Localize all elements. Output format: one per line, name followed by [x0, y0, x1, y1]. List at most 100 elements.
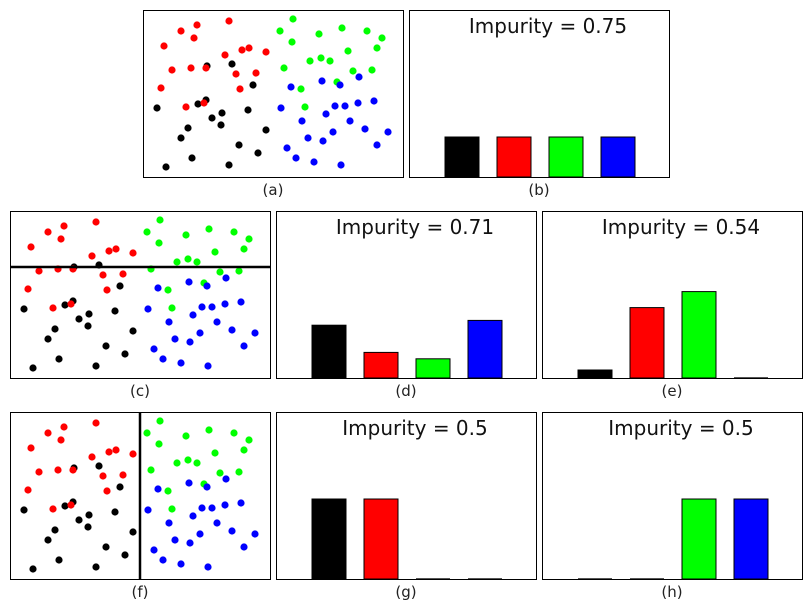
- impurity-label: Impurity = 0.54: [602, 215, 760, 239]
- blue-point: [208, 504, 216, 512]
- blue-point: [354, 99, 362, 107]
- red-point: [129, 249, 137, 257]
- black-point: [111, 508, 119, 516]
- red-point: [88, 453, 96, 461]
- blue-point: [283, 144, 291, 152]
- green-point: [230, 228, 238, 236]
- black-point: [51, 526, 59, 534]
- red-point: [168, 66, 176, 74]
- scatter-frame-c: [10, 211, 271, 379]
- black-point: [225, 161, 233, 169]
- black-point: [228, 60, 236, 68]
- red-point: [49, 505, 57, 513]
- blue-point: [384, 128, 392, 136]
- blue-point: [185, 278, 193, 286]
- bar-chart-g: Impurity = 0.5: [276, 412, 537, 580]
- blue-point: [319, 137, 327, 145]
- red-point: [182, 103, 190, 111]
- blue-point: [154, 284, 162, 292]
- red-point: [202, 64, 210, 72]
- red-point: [60, 222, 68, 230]
- blue-point: [196, 530, 204, 538]
- red-point: [119, 471, 127, 479]
- black-point: [218, 109, 226, 117]
- caption-f: (f): [131, 583, 149, 601]
- red-bar: [363, 351, 399, 379]
- scatter-panel-f: [10, 412, 271, 580]
- green-point: [143, 429, 151, 437]
- black-point: [235, 141, 243, 149]
- red-point: [27, 444, 35, 452]
- impurity-label: Impurity = 0.5: [342, 416, 488, 440]
- green-point: [168, 304, 176, 312]
- green-point: [155, 239, 163, 247]
- green-point: [173, 258, 181, 266]
- green-point: [211, 248, 219, 256]
- red-point: [88, 252, 96, 260]
- blue-point: [322, 110, 330, 118]
- black-point: [244, 106, 252, 114]
- green-point: [280, 64, 288, 72]
- red-point: [245, 44, 253, 52]
- bar-chart-e: Impurity = 0.54: [542, 211, 803, 379]
- red-point: [35, 468, 43, 476]
- green-point: [164, 487, 172, 495]
- black-point: [55, 556, 63, 564]
- red-point: [35, 267, 43, 275]
- bar-panel-h: Impurity = 0.5: [542, 412, 803, 580]
- red-point: [221, 51, 229, 59]
- scatter-plot-a: [143, 10, 404, 178]
- red-point: [99, 472, 107, 480]
- black-point: [51, 325, 59, 333]
- red-point: [103, 286, 111, 294]
- bar-chart-b: Impurity = 0.75: [409, 10, 670, 178]
- black-point: [194, 100, 202, 108]
- green-point: [301, 103, 309, 111]
- red-point: [200, 99, 208, 107]
- black-point: [29, 565, 37, 573]
- blue-point: [361, 125, 369, 133]
- green-point: [184, 255, 192, 263]
- caption-d: (d): [395, 382, 417, 400]
- black-point: [84, 523, 92, 531]
- caption-h: (h): [661, 583, 683, 601]
- green-point: [276, 27, 284, 35]
- red-point: [187, 64, 195, 72]
- caption-c: (c): [130, 382, 150, 400]
- caption-e: (e): [661, 382, 683, 400]
- green-point: [338, 24, 346, 32]
- blue-point: [186, 338, 194, 346]
- red-point: [112, 446, 120, 454]
- black-point: [61, 502, 69, 510]
- blue-point: [221, 501, 229, 509]
- green-point: [193, 459, 201, 467]
- red-point: [252, 69, 260, 77]
- red-point: [105, 448, 113, 456]
- blue-point: [159, 556, 167, 564]
- red-point: [238, 46, 246, 54]
- black-point: [111, 307, 119, 315]
- blue-point: [237, 499, 245, 507]
- blue-point: [346, 117, 354, 125]
- blue-point: [204, 362, 212, 370]
- black-bar: [311, 324, 347, 379]
- blue-point: [189, 512, 197, 520]
- green-point: [143, 228, 151, 236]
- blue-point: [222, 274, 230, 282]
- blue-point: [165, 318, 173, 326]
- green-point: [182, 231, 190, 239]
- green-point: [205, 426, 213, 434]
- blue-point: [287, 83, 295, 91]
- blue-point: [329, 128, 337, 136]
- red-bar: [629, 307, 665, 379]
- blue-point: [203, 483, 211, 491]
- green-point: [193, 258, 201, 266]
- red-point: [160, 42, 168, 50]
- green-point: [378, 34, 386, 42]
- green-point: [235, 468, 243, 476]
- red-point: [157, 84, 165, 92]
- green-point: [297, 85, 305, 93]
- red-point: [67, 300, 75, 308]
- green-point: [184, 456, 192, 464]
- blue-point: [237, 298, 245, 306]
